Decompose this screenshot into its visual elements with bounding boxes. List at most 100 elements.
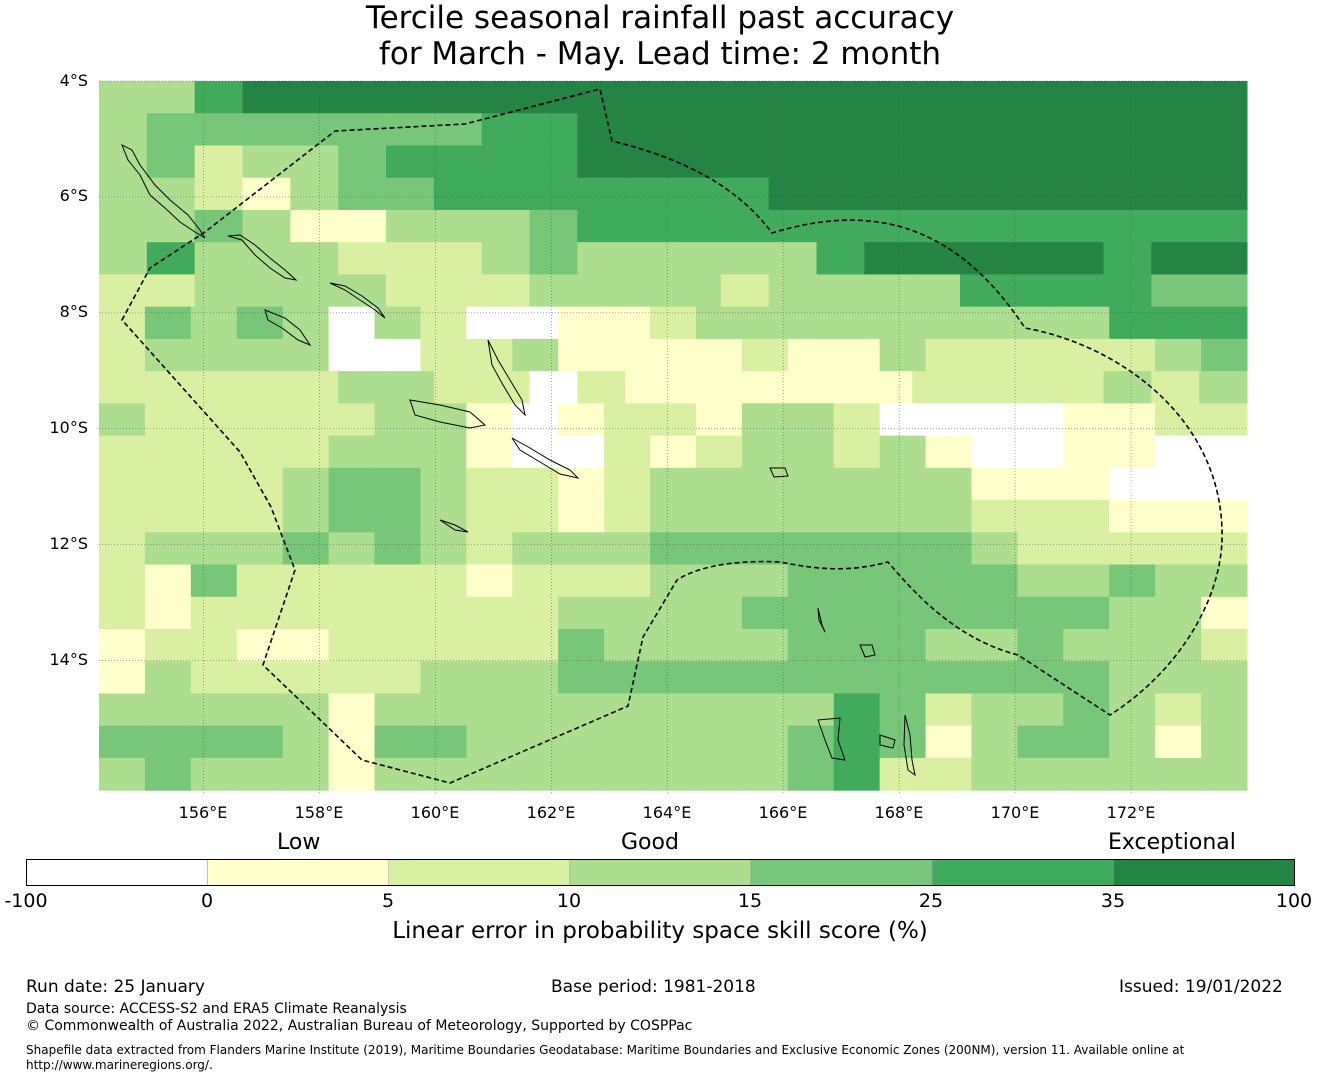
lon-label-168e: 168°E [874,803,924,822]
title-line-1: Tercile seasonal rainfall past accuracy [365,0,955,36]
grid-cell [99,564,146,598]
grid-cell [604,693,651,727]
grid-cell [787,532,835,566]
grid-cell [864,209,913,243]
grid-cell [768,242,817,275]
grid-cell [879,725,927,759]
lat-label-10s: 10°S [49,418,88,437]
grid-cell [577,209,626,243]
grid-cell [1017,338,1064,372]
grid-cell [695,596,743,630]
grid-cell [925,435,972,469]
grid-cell [1017,500,1064,533]
grid-cell [466,661,513,694]
lon-label-170e: 170°E [990,803,1040,822]
grid-cell [925,532,972,566]
grid-cell [604,596,651,630]
grid-cell [925,564,972,598]
grid-cell [673,145,722,179]
grid-cell [787,500,835,533]
grid-cell [558,757,605,791]
grid-cell [190,725,238,759]
grid-cell [190,629,238,662]
grid-cell [650,757,697,791]
choiseul-coast [227,234,298,281]
grid-cell [833,629,881,662]
grid-cell [1109,435,1156,469]
grid-cell [433,177,483,211]
grid-cell [328,467,376,501]
grid-cell [290,274,339,308]
run-date: Run date: 25 January [26,977,205,997]
grid-cell [971,403,1018,437]
grid-cell [144,661,192,694]
copyright: © Commonwealth of Australia 2022, Austra… [26,1018,693,1034]
grid-cell [879,435,927,469]
grid-cell [1017,467,1064,501]
grid-cell [433,242,483,275]
grid-cell [864,371,913,404]
grid-cell [625,81,674,114]
grid-cell [673,209,722,243]
grid-cell [374,435,421,469]
grid-cell [236,757,284,791]
colorbar [26,859,1295,886]
grid-cell [236,500,284,533]
grid-cell [971,596,1018,630]
grid-cell [971,564,1018,598]
grid-cell [1007,113,1057,146]
eez-boundary [121,88,1223,784]
grid-cell [146,81,196,114]
grid-cell [1201,532,1248,566]
grid-cell [236,596,284,630]
grid-cell [1199,177,1248,211]
grid-cell [912,274,961,308]
grid-cell [146,177,196,211]
grid-cell [512,661,559,694]
grid-cell [328,338,376,372]
grid-cell [420,532,467,566]
grid-cell [768,209,817,243]
grid-cell [1151,81,1200,114]
grid-cell [144,467,192,501]
grid-cell [386,209,435,243]
grid-cell [190,435,238,469]
base-period: Base period: 1981-2018 [551,977,756,997]
grid-cell [1055,113,1104,146]
grid-cell [1109,596,1156,630]
grid-cell [604,757,651,791]
grid-cell [1201,596,1248,630]
grid-cell [1103,242,1152,275]
grid-cell [816,209,865,243]
grid-cell [833,435,881,469]
colorbar-segment [207,859,390,886]
grid-cell [433,113,483,146]
grid-cell [1017,661,1064,694]
malekula-coast [879,734,896,749]
grid-cell [99,467,146,501]
grid-cell [466,435,513,469]
grid-cell [925,306,972,340]
grid-cell [925,500,972,533]
grid-cell [971,661,1018,694]
grid-cell [529,209,578,243]
grid-cell [1007,371,1057,404]
grid-cell [529,274,578,308]
grid-cell [1151,177,1200,211]
grid-cell [833,661,881,694]
grid-cell [99,371,148,404]
grid-cell [833,596,881,630]
grid-cell [466,596,513,630]
grid-cell [1201,629,1248,662]
grid-cell [466,338,513,372]
grid-cell [190,403,238,437]
grid-cell [236,661,284,694]
colorbar-segment [388,859,571,886]
grid-cell [971,725,1018,759]
grid-cell [99,532,146,566]
grid-cell [1109,306,1156,340]
grid-cell [99,661,146,694]
grid-cell [466,725,513,759]
colorbar-title: Linear error in probability space skill … [392,918,928,944]
grid-cell [512,564,559,598]
